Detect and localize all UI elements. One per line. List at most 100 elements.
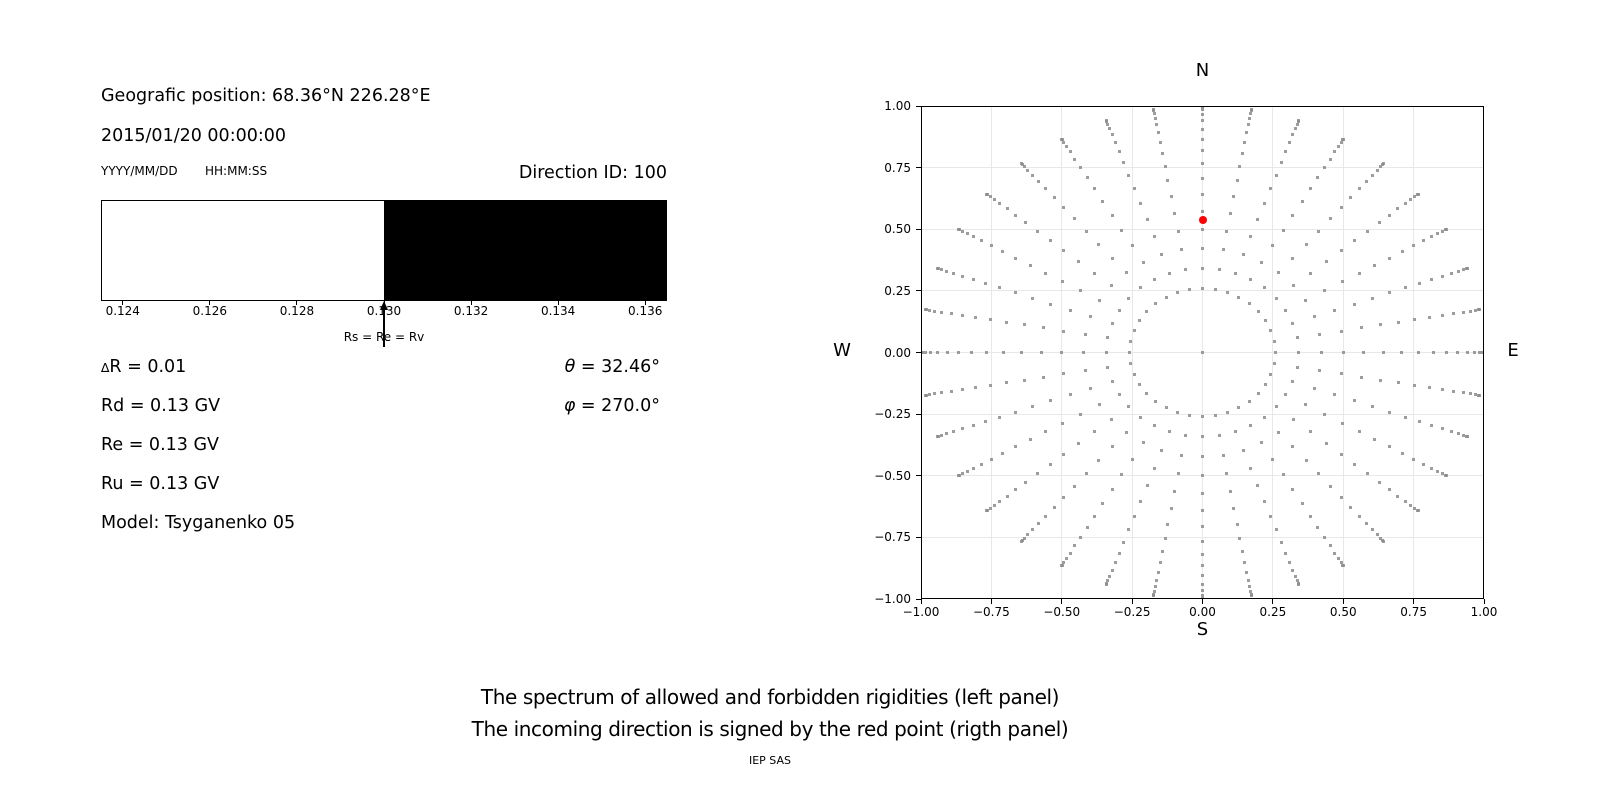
direction-dot	[1073, 484, 1077, 488]
direction-dot	[1308, 187, 1312, 191]
direction-dot	[1328, 544, 1332, 548]
direction-dot	[1084, 472, 1088, 476]
spectrum-tick-label: 0.134	[540, 304, 576, 318]
x-tick-label: 0.25	[1259, 605, 1287, 619]
delta-value: R = 0.01	[109, 357, 187, 377]
direction-dot	[1201, 509, 1204, 513]
direction-dot	[1172, 490, 1176, 494]
direction-dot	[1241, 448, 1245, 452]
y-tick-mark	[916, 598, 921, 600]
direction-dot	[933, 309, 937, 313]
direction-dot	[1004, 381, 1008, 385]
direction-dot	[1062, 495, 1066, 499]
direction-dot	[1417, 281, 1421, 285]
direction-dot	[1137, 382, 1141, 386]
theta-value: = 32.46°	[575, 357, 660, 377]
y-tick-label: 0.00	[884, 345, 911, 360]
direction-dot	[1101, 200, 1105, 204]
direction-dot	[1117, 551, 1121, 555]
direction-dot	[1201, 149, 1204, 153]
phi-symbol: φ	[563, 396, 576, 416]
direction-dot	[1336, 557, 1340, 561]
direction-dot	[1145, 483, 1149, 487]
direction-dot	[1132, 372, 1136, 376]
direction-dot	[1062, 561, 1066, 565]
direction-dot	[1379, 323, 1383, 327]
y-tick-mark	[916, 105, 921, 107]
direction-dot	[1362, 351, 1366, 354]
direction-dot	[1117, 308, 1121, 312]
direction-dot	[1049, 399, 1053, 403]
direction-dot	[1152, 424, 1156, 427]
direction-dot	[1249, 111, 1253, 115]
direction-dot	[1465, 435, 1469, 439]
y-tick-mark	[916, 475, 921, 477]
time-format-hint: HH:MM:SS	[205, 164, 268, 178]
direction-dot	[1291, 133, 1295, 137]
direction-dot	[1295, 579, 1299, 583]
y-tick-label: −0.50	[874, 468, 911, 483]
direction-dot	[1082, 351, 1086, 354]
x-tick-label: 0.50	[1329, 605, 1357, 619]
compass-west-label: W	[833, 340, 851, 361]
direction-dot	[1020, 539, 1024, 543]
direction-dot	[1101, 501, 1105, 505]
direction-dot	[1201, 266, 1204, 270]
direction-dot	[971, 424, 975, 427]
direction-dot	[1073, 157, 1077, 161]
x-tick-label: 0.75	[1400, 605, 1427, 619]
direction-dot	[1400, 250, 1404, 254]
direction-dot	[936, 266, 940, 270]
direction-dot	[1339, 140, 1343, 144]
direction-dot	[1291, 568, 1295, 572]
direction-dot	[1109, 417, 1113, 421]
direction-dot	[1109, 284, 1113, 288]
direction-dot	[1044, 187, 1048, 191]
annotation-arrow-stem	[383, 309, 385, 347]
direction-dot	[960, 313, 964, 317]
direction-dot	[1085, 176, 1089, 180]
grid-line-vertical	[1272, 106, 1274, 599]
direction-dot	[971, 466, 975, 470]
direction-dot	[1232, 507, 1236, 511]
direction-dot	[1273, 351, 1277, 354]
direction-dot	[1381, 351, 1385, 354]
direction-dot	[1065, 557, 1069, 561]
direction-dot	[1014, 256, 1018, 260]
direction-dot	[971, 235, 975, 239]
spectrum-tick-mark	[557, 301, 559, 305]
direction-dot	[1026, 533, 1030, 537]
direction-dot	[1079, 289, 1083, 293]
direction-dot	[1062, 249, 1066, 253]
direction-dot	[1371, 296, 1375, 300]
direction-dot	[1256, 392, 1260, 395]
direction-dot	[960, 388, 964, 392]
direction-dot	[1322, 289, 1326, 293]
direction-dot	[1312, 315, 1316, 319]
direction-dot	[1264, 382, 1268, 386]
y-tick-label: 0.50	[884, 222, 911, 237]
direction-dot	[1353, 463, 1357, 467]
direction-dot	[1293, 127, 1297, 131]
direction-dot	[1465, 266, 1469, 270]
direction-dot	[1014, 213, 1018, 217]
y-tick-label: −1.00	[874, 592, 911, 606]
direction-dot	[1409, 504, 1413, 508]
direction-dot	[1233, 271, 1237, 275]
rigidity-spectrum-plot	[101, 200, 667, 301]
grid-line-horizontal	[921, 290, 1484, 292]
direction-dot	[1110, 322, 1114, 326]
x-tick-mark	[1131, 599, 1133, 604]
direction-dot	[1065, 144, 1069, 148]
x-tick-mark	[1342, 599, 1344, 604]
direction-dot	[1225, 410, 1229, 414]
direction-dot	[1339, 561, 1343, 565]
y-tick-mark	[916, 228, 921, 230]
direction-dot	[960, 472, 964, 476]
direction-dot	[1262, 415, 1266, 419]
direction-dot	[1201, 112, 1204, 116]
direction-dot	[1097, 242, 1101, 246]
direction-dot	[1083, 369, 1087, 373]
direction-dot	[1217, 434, 1221, 438]
direction-dot	[992, 504, 996, 508]
